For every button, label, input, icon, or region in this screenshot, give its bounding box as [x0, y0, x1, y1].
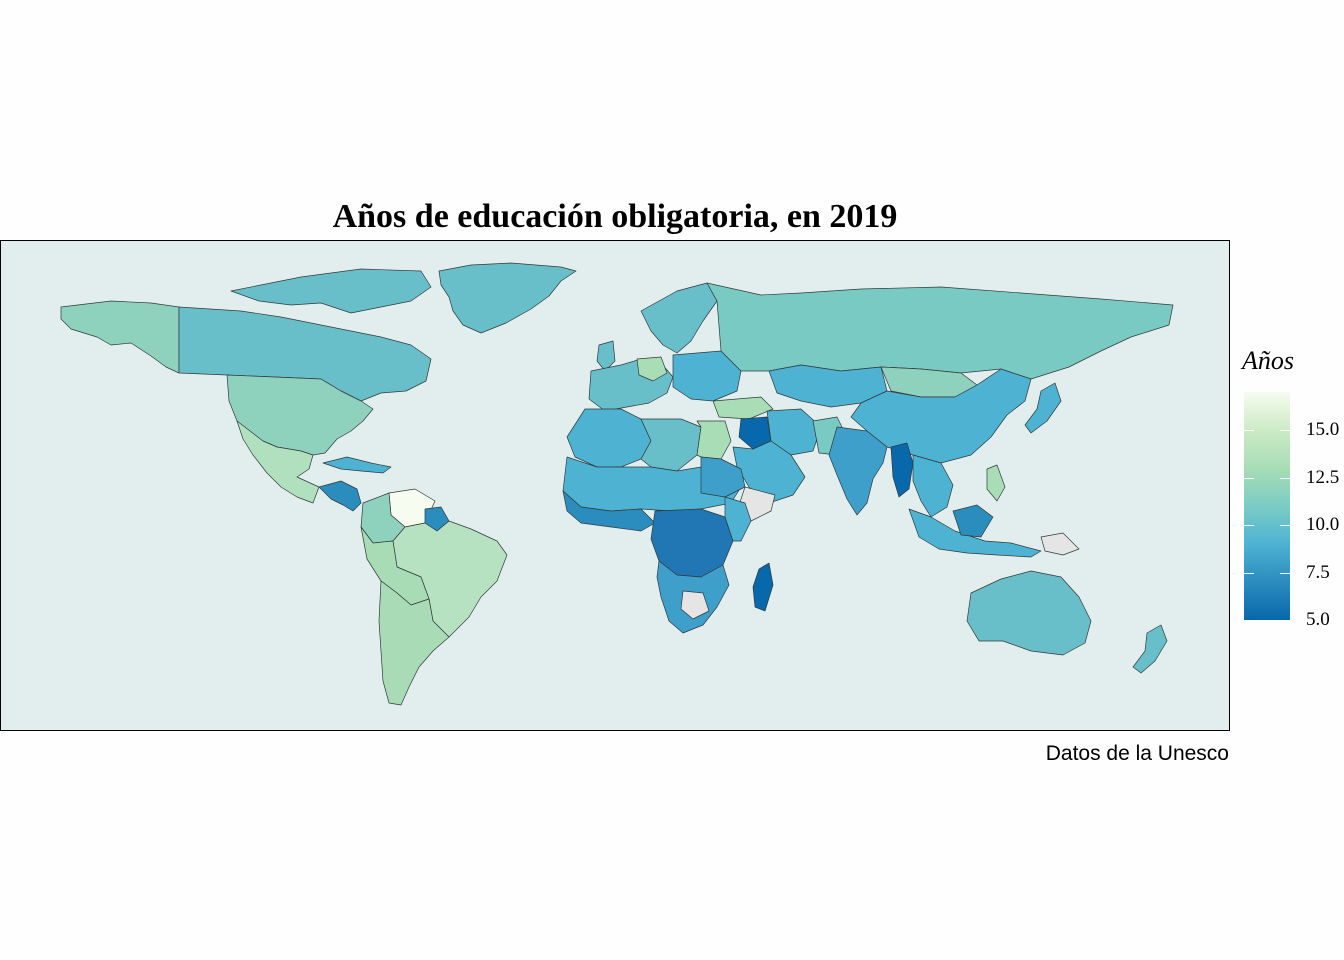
region-north-africa-west [566, 408, 652, 468]
legend-tick-label: 15.0 [1306, 419, 1340, 440]
legend-tick-mark [1280, 525, 1290, 526]
legend-tick-mark [1244, 620, 1254, 621]
region-central-america [318, 480, 362, 512]
region-west-africa [562, 490, 656, 532]
region-borneo [952, 504, 994, 538]
region-japan [1024, 382, 1062, 434]
legend-tick-mark [1244, 525, 1254, 526]
legend-tick-mark [1280, 430, 1290, 431]
region-germany [636, 356, 668, 382]
world-map [60, 262, 1174, 706]
region-se-asia [912, 454, 954, 518]
legend-tick-mark [1280, 477, 1290, 479]
region-australia [966, 570, 1092, 656]
legend-title: Años [1242, 346, 1294, 375]
legend-tick-mark [1280, 572, 1290, 574]
region-canada-islands [230, 268, 432, 314]
region-argentina-chile [378, 580, 450, 706]
legend-tick-label: 10.0 [1306, 514, 1340, 535]
region-egypt [696, 420, 732, 460]
region-madagascar [752, 562, 774, 612]
region-turkey [712, 396, 774, 420]
region-uk [596, 340, 616, 372]
region-east-africa [724, 496, 752, 542]
legend-tick-mark [1244, 477, 1254, 479]
map-panel [0, 240, 1230, 731]
region-new-zealand [1132, 624, 1168, 674]
region-caribbean [322, 456, 392, 474]
region-png [1040, 532, 1080, 556]
legend-tick-label: 7.5 [1306, 561, 1330, 583]
region-myanmar [890, 442, 914, 498]
data-source-caption: Datos de la Unesco [1045, 742, 1229, 765]
region-russia [706, 282, 1174, 380]
region-philippines [986, 464, 1006, 502]
legend-tick-label: 12.5 [1306, 466, 1340, 488]
region-greenland [438, 262, 577, 334]
legend-color-bar [1244, 392, 1290, 620]
legend-tick-label: 5.0 [1306, 609, 1330, 630]
region-alaska [60, 300, 180, 374]
page-title: Años de educación obligatoria, en 2019 [332, 198, 898, 235]
region-scandinavia [640, 282, 718, 354]
region-india [828, 426, 888, 516]
color-legend: Años 15.0 12.5 10.0 7.5 5.0 [1240, 346, 1344, 636]
region-indonesia [908, 508, 1042, 558]
legend-tick-mark [1244, 430, 1254, 431]
region-north-africa-central [640, 418, 702, 472]
region-botswana [680, 590, 710, 620]
legend-tick-mark [1280, 620, 1290, 621]
legend-tick-mark [1244, 572, 1254, 574]
